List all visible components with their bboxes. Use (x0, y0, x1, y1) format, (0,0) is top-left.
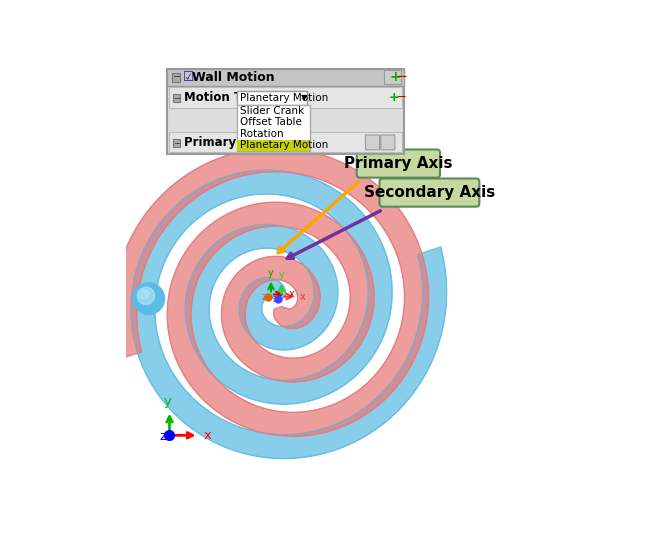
Text: z: z (159, 430, 166, 443)
Text: Slider Crank: Slider Crank (240, 105, 304, 116)
FancyBboxPatch shape (380, 179, 479, 207)
Circle shape (140, 289, 150, 299)
Text: Planetary Motion: Planetary Motion (240, 140, 329, 150)
FancyBboxPatch shape (357, 150, 440, 178)
Text: Rotation: Rotation (240, 129, 284, 139)
FancyBboxPatch shape (173, 94, 180, 102)
Polygon shape (131, 170, 447, 458)
FancyBboxPatch shape (237, 91, 307, 105)
Text: +: + (389, 91, 400, 104)
Text: ─: ─ (174, 138, 179, 147)
FancyBboxPatch shape (384, 70, 401, 84)
Text: Offset Table: Offset Table (240, 117, 302, 127)
Text: Motion Type: Motion Type (184, 91, 265, 104)
Text: Planetary Motion: Planetary Motion (239, 93, 328, 103)
FancyBboxPatch shape (381, 135, 395, 150)
Text: Primary Axis: Primary Axis (344, 156, 452, 171)
Circle shape (137, 287, 155, 305)
Text: ─: ─ (174, 94, 179, 103)
FancyBboxPatch shape (168, 69, 404, 86)
Text: ▼: ▼ (301, 93, 307, 102)
Text: +: + (389, 70, 400, 84)
Text: Primary Axis: Primary Axis (184, 136, 268, 148)
FancyBboxPatch shape (173, 139, 180, 146)
Text: Secondary Axis: Secondary Axis (364, 185, 495, 200)
Text: ─: ─ (397, 70, 406, 84)
Text: ─: ─ (173, 73, 179, 82)
Text: ─: ─ (397, 91, 404, 104)
Text: x: x (203, 429, 211, 442)
Text: Wall Motion: Wall Motion (192, 71, 275, 84)
FancyBboxPatch shape (237, 105, 310, 151)
FancyBboxPatch shape (365, 135, 380, 150)
FancyBboxPatch shape (168, 69, 404, 154)
FancyBboxPatch shape (169, 87, 402, 108)
Text: z: z (272, 294, 278, 304)
Text: y: y (278, 270, 284, 280)
FancyBboxPatch shape (237, 139, 310, 151)
Polygon shape (112, 148, 428, 436)
Text: z: z (262, 292, 267, 302)
FancyBboxPatch shape (172, 73, 180, 82)
Text: x: x (289, 289, 295, 300)
Text: x: x (300, 292, 306, 301)
Circle shape (133, 283, 164, 314)
Text: ☑: ☑ (183, 71, 194, 84)
Text: y: y (164, 395, 172, 408)
Text: y: y (268, 268, 274, 278)
FancyBboxPatch shape (169, 132, 402, 152)
